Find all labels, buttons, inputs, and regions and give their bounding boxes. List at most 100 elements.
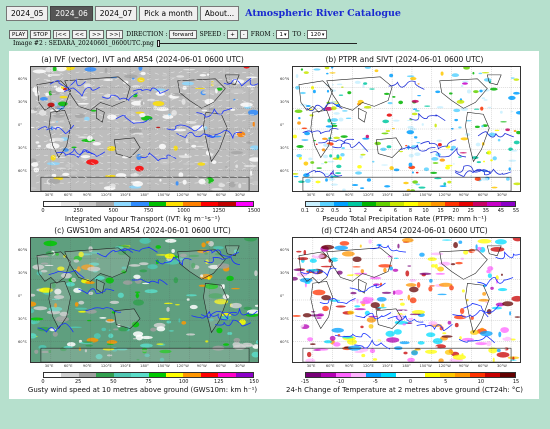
vector-arrow [249,91,254,94]
vector-arrow [146,146,151,149]
field-blob [156,343,164,345]
field-blob [310,85,315,90]
vector-arrow [138,114,143,116]
field-blob [93,333,101,339]
field-blob [366,178,372,182]
vector-arrow [210,71,215,74]
field-blob [320,265,333,268]
colorbar-swatch [96,373,114,377]
vector-arrow [202,182,207,186]
vector-arrow [162,119,167,122]
field-blob [134,155,146,157]
tab-2024-05[interactable]: 2024_05 [6,5,49,21]
field-blob [252,180,258,186]
colorbar [305,372,516,378]
field-blob [71,277,77,283]
ar-contour [201,310,237,320]
field-blob [218,183,226,188]
tab-2024-06[interactable]: 2024_06 [50,5,93,21]
field-blob [436,139,442,142]
field-blob [250,170,253,176]
vector-arrow [99,134,103,138]
stop-button[interactable]: STOP [30,30,51,39]
speed-up-button[interactable]: + [227,30,238,39]
field-blob [144,289,158,294]
vector-arrow [186,141,191,144]
field-blob [421,123,424,126]
field-blob [53,112,66,118]
field-blob [402,323,407,326]
ar-contour [64,86,101,97]
field-blob [101,327,107,332]
vector-arrow [194,132,198,136]
frame-slider[interactable] [156,40,357,47]
vector-arrow [35,154,40,156]
field-blob [478,298,490,302]
last-frame-button[interactable]: >>| [106,30,124,39]
vector-arrow [234,79,239,81]
field-blob [416,281,421,288]
field-blob [330,118,339,122]
field-blob [475,142,481,147]
field-blob [414,136,418,139]
field-blob [464,133,471,136]
field-blob [40,262,49,265]
field-blob [406,188,411,191]
play-button[interactable]: PLAY [9,30,29,39]
field-blob [490,246,505,252]
field-blob [312,89,316,94]
field-blob [447,320,452,325]
field-blob [415,331,420,334]
field-blob [40,269,48,273]
field-blob [128,264,141,267]
vector-arrow [123,92,128,94]
colorbar-swatch [485,373,500,377]
about-button[interactable]: About... [199,5,240,21]
vector-arrow [99,169,104,171]
pick-month-button[interactable]: Pick a month [139,5,198,21]
field-blob [338,94,344,96]
field-blob [362,137,370,140]
field-blob [299,91,306,95]
vector-arrow [83,98,88,101]
field-blob [182,68,196,71]
field-blob [49,73,61,77]
field-blob [322,154,329,159]
tab-2024-07[interactable]: 2024_07 [94,5,138,21]
field-blob [511,295,520,302]
colorbar-tick: 500 [108,208,119,214]
field-blob [494,129,500,132]
direction-toggle[interactable]: forward [169,30,197,39]
field-blob [461,337,475,342]
field-blob [510,77,515,79]
field-blob [441,335,453,338]
vector-arrow [234,175,239,178]
field-blob [465,119,472,122]
next-frame-button[interactable]: >> [89,30,105,39]
lon-labels: 30°E 60°E 90°E 120°E 150°E 180° 150°W 120°W 90°W… [292,193,521,198]
slider-handle[interactable] [156,40,160,47]
field-blob [236,131,246,138]
field-blob [313,139,316,142]
vector-arrow [83,79,88,82]
field-blob [113,97,120,101]
to-select[interactable]: 120 [307,30,328,39]
field-blob [432,338,443,345]
prev-frame-button[interactable]: << [71,30,87,39]
field-blob [383,92,390,95]
vector-arrow [170,105,175,108]
vector-arrow [170,139,175,142]
vector-arrow [99,162,104,165]
field-blob [129,128,142,134]
vector-arrow [115,169,120,172]
vector-arrow [242,119,246,122]
field-blob [81,96,88,99]
vector-arrow [250,100,254,102]
first-frame-button[interactable]: |<< [52,30,70,39]
field-blob [435,90,441,94]
vector-arrow [202,111,206,115]
from-select[interactable]: 1 [276,30,290,39]
field-blob [429,278,433,283]
field-blob [250,88,254,90]
speed-down-button[interactable]: - [239,30,248,39]
